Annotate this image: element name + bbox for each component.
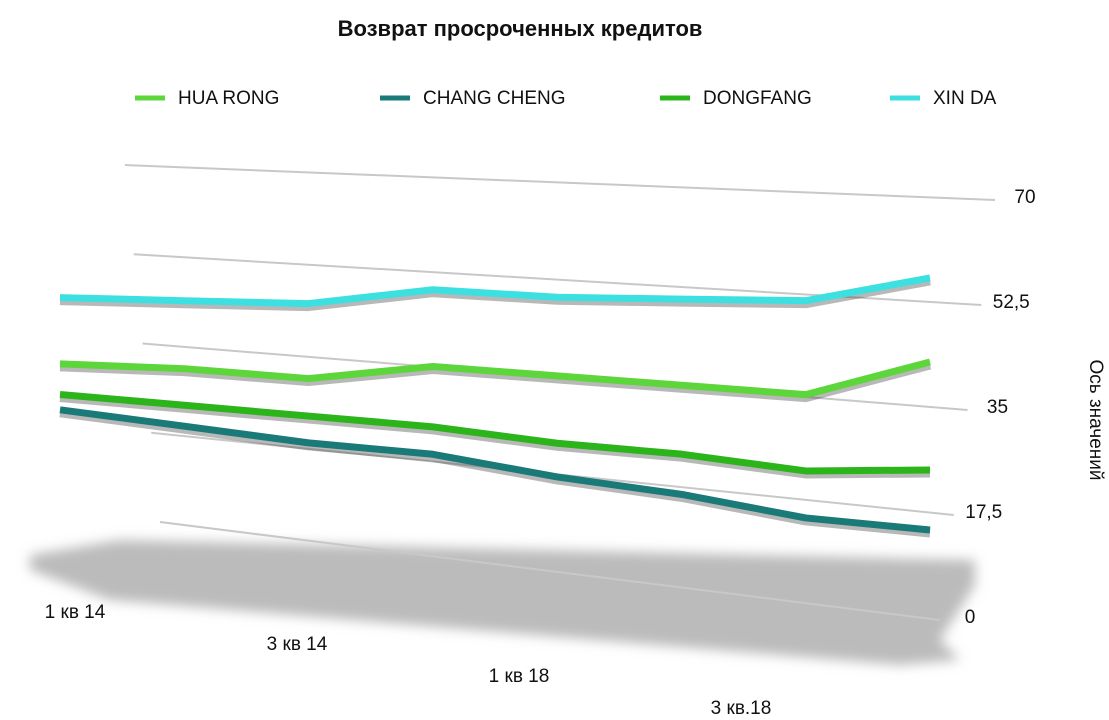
chart-title: Возврат просроченных кредитов bbox=[338, 16, 703, 41]
y-tick-label: 70 bbox=[1014, 187, 1035, 208]
x-tick-label: 3 кв 14 bbox=[267, 634, 328, 655]
grid-line bbox=[159, 521, 941, 621]
legend-label: XIN DA bbox=[933, 88, 997, 109]
grid-line bbox=[124, 164, 996, 201]
legend-label: CHANG CHENG bbox=[423, 88, 566, 109]
y-tick-label: 17,5 bbox=[965, 502, 1002, 523]
series-line bbox=[59, 274, 931, 308]
y-tick-label: 35 bbox=[987, 397, 1008, 418]
x-tick-label: 3 кв.18 bbox=[711, 698, 772, 719]
series-line bbox=[59, 406, 931, 534]
floor-shadow bbox=[30, 540, 975, 665]
x-tick-label: 1 кв 14 bbox=[45, 602, 106, 623]
x-tick-label: 1 кв 18 bbox=[489, 666, 550, 687]
legend-label: DONGFANG bbox=[703, 88, 812, 109]
y-axis-label: Ось значений bbox=[1085, 360, 1106, 481]
series-line bbox=[59, 358, 931, 399]
y-tick-label: 52,5 bbox=[993, 292, 1030, 313]
legend-label: HUA RONG bbox=[178, 88, 279, 109]
y-tick-label: 0 bbox=[965, 607, 976, 628]
series-line bbox=[59, 391, 931, 475]
